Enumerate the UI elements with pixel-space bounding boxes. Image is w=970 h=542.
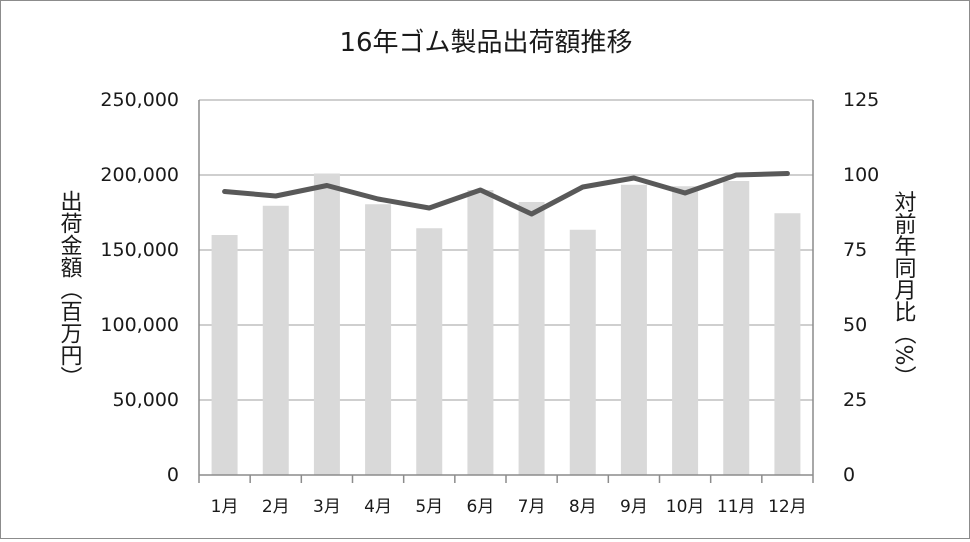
left-tick-label: 200,000 [100, 164, 179, 186]
right-tick-label: 75 [843, 239, 867, 261]
right-tick-label: 100 [843, 164, 879, 186]
line-series [222, 171, 790, 217]
x-tick-label: 2月 [262, 497, 290, 517]
x-tick-label: 8月 [569, 497, 597, 517]
bar [365, 204, 392, 475]
left-tick-label: 250,000 [100, 89, 179, 111]
bar [569, 229, 596, 475]
bar [620, 184, 647, 475]
left-tick-label: 100,000 [100, 314, 179, 336]
bar [313, 173, 340, 475]
left-axis-ticks: 0 50,000 100,000 150,000 200,000 250,000 [100, 89, 179, 486]
x-tick-label: 4月 [364, 497, 392, 517]
left-axis-label: 出荷金額（百万円） [57, 190, 83, 388]
right-axis-label: 対前年同月比（%） [891, 191, 917, 388]
left-tick-label: 0 [167, 464, 179, 486]
right-tick-label: 25 [843, 389, 867, 411]
x-tick-label: 6月 [467, 497, 495, 517]
bar [672, 186, 699, 475]
x-tick-label: 11月 [717, 497, 756, 517]
right-axis-ticks: 0 25 50 75 100 125 [843, 89, 879, 486]
x-tick-label: 10月 [666, 497, 705, 517]
bar-series [211, 173, 801, 475]
bar [211, 235, 238, 475]
x-axis-ticks: 1月 2月 3月 4月 5月 6月 7月 8月 9月 10月 11月 12月 [211, 497, 807, 517]
chart-title: 16年ゴム製品出荷額推移 [339, 28, 632, 58]
x-tick-label: 12月 [768, 497, 807, 517]
x-tick-label: 5月 [415, 497, 443, 517]
x-tick-label: 9月 [620, 497, 648, 517]
bar [262, 205, 289, 475]
ratio-line [222, 171, 790, 217]
right-tick-label: 0 [843, 464, 855, 486]
right-tick-label: 50 [843, 314, 867, 336]
bar [467, 190, 494, 475]
left-tick-label: 50,000 [113, 389, 179, 411]
bar [416, 228, 443, 475]
bar [518, 202, 545, 475]
axes [198, 100, 814, 483]
left-tick-label: 150,000 [100, 239, 179, 261]
x-tick-label: 1月 [211, 497, 239, 517]
gridlines [199, 99, 813, 401]
x-tick-label: 3月 [313, 497, 341, 517]
x-tick-label: 7月 [518, 497, 546, 517]
bar [774, 213, 801, 475]
right-tick-label: 125 [843, 89, 879, 111]
bar [723, 181, 750, 475]
